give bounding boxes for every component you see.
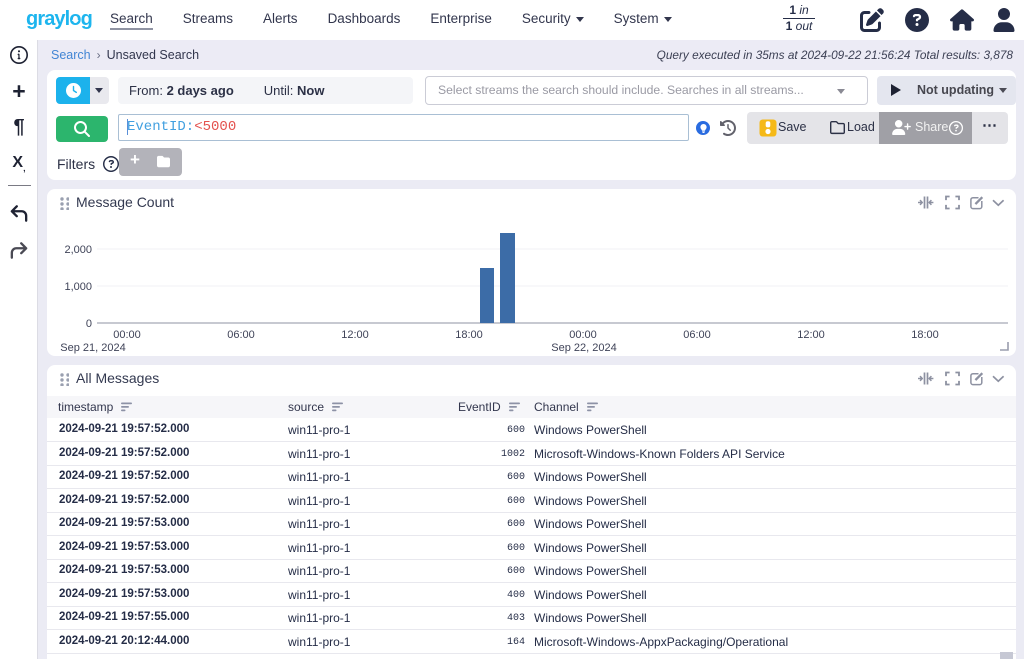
svg-text:06:00: 06:00: [227, 329, 255, 341]
svg-text:18:00: 18:00: [455, 329, 483, 341]
svg-text:Sep 22, 2024: Sep 22, 2024: [551, 342, 616, 354]
svg-text:Sep 21, 2024: Sep 21, 2024: [60, 342, 125, 354]
svg-text:12:00: 12:00: [341, 329, 369, 341]
svg-text:06:00: 06:00: [683, 329, 711, 341]
svg-text:2,000: 2,000: [64, 244, 92, 256]
svg-text:18:00: 18:00: [911, 329, 939, 341]
svg-text:12:00: 12:00: [797, 329, 825, 341]
svg-text:00:00: 00:00: [569, 329, 597, 341]
svg-text:1,000: 1,000: [64, 281, 92, 293]
svg-text:0: 0: [86, 318, 92, 330]
svg-text:00:00: 00:00: [113, 329, 141, 341]
